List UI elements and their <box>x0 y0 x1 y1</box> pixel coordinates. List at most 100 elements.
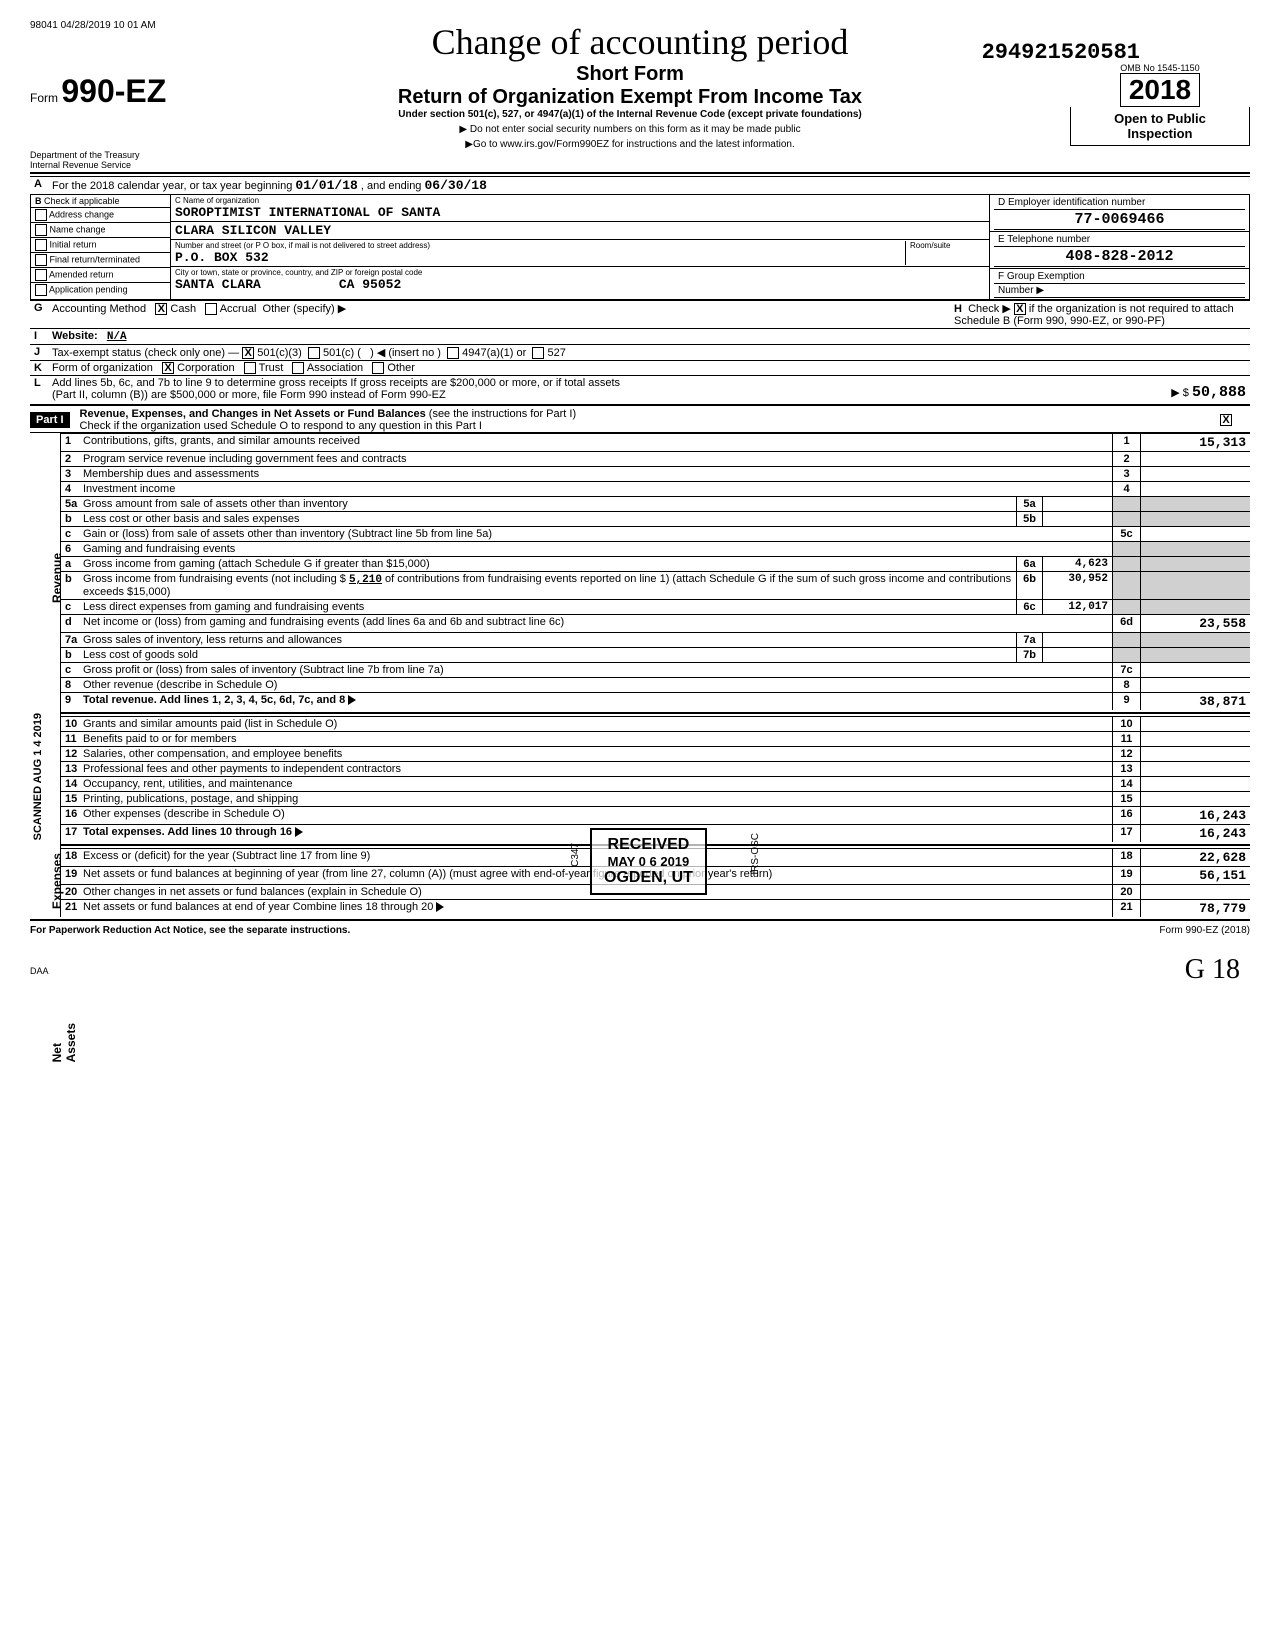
handwritten-number: 294921520581 <box>982 40 1140 65</box>
line-11: 11Benefits paid to or for members11 <box>61 731 1250 746</box>
line-7b: bLess cost of goods sold7b <box>61 647 1250 662</box>
app-pending: Application pending <box>49 284 128 294</box>
checkbox-h[interactable]: X <box>1014 303 1026 315</box>
triangle-icon <box>348 695 356 705</box>
website-value: N/A <box>107 331 127 343</box>
tax-end-date: 06/30/18 <box>425 178 487 193</box>
instr-ssn: ▶ Do not enter social security numbers o… <box>190 124 1070 135</box>
opt-527: 527 <box>547 347 565 359</box>
form-number: 990-EZ <box>61 73 166 109</box>
checkbox-final-return[interactable] <box>35 254 47 266</box>
line-15: 15Printing, publications, postage, and s… <box>61 791 1250 806</box>
checkbox-accrual[interactable] <box>205 303 217 315</box>
other-specify-label: Other (specify) ▶ <box>263 303 347 315</box>
part1-paren: (see the instructions for Part I) <box>429 408 576 420</box>
d-label: D Employer identification number <box>994 196 1245 210</box>
line-20-value <box>1140 885 1250 899</box>
line-6c-text: Less direct expenses from gaming and fun… <box>79 600 1016 614</box>
form-org-label: Form of organization <box>52 362 153 374</box>
line-2: 2Program service revenue including gover… <box>61 451 1250 466</box>
form-label: Form <box>30 91 58 105</box>
name-change: Name change <box>50 224 106 234</box>
line-2-text: Program service revenue including govern… <box>79 452 1112 466</box>
checkbox-assoc[interactable] <box>292 362 304 374</box>
line-12: 12Salaries, other compensation, and empl… <box>61 746 1250 761</box>
org-name-1: SOROPTIMIST INTERNATIONAL OF SANTA <box>175 205 985 220</box>
checkbox-name-change[interactable] <box>35 224 47 236</box>
ein-value: 77-0069466 <box>994 210 1245 230</box>
line-l: L Add lines 5b, 6c, and 7b to line 9 to … <box>30 375 1250 402</box>
line-8-text: Other revenue (describe in Schedule O) <box>79 678 1112 692</box>
state-zip: CA 95052 <box>339 277 401 292</box>
accounting-method-label: Accounting Method <box>52 303 146 315</box>
line-14: 14Occupancy, rent, utilities, and mainte… <box>61 776 1250 791</box>
checkbox-527[interactable] <box>532 347 544 359</box>
line-2-value <box>1140 452 1250 466</box>
tax-begin-date: 01/01/18 <box>295 178 357 193</box>
line-21-value: 78,779 <box>1140 900 1250 917</box>
checkbox-501c3[interactable]: X <box>242 347 254 359</box>
line-1-value: 15,313 <box>1140 434 1250 451</box>
c-label: C Name of organization <box>175 196 985 205</box>
stamp-received: RECEIVED <box>604 836 693 854</box>
line-11-text: Benefits paid to or for members <box>79 732 1112 746</box>
checkbox-schedule-o[interactable]: X <box>1220 414 1232 426</box>
line-5b: bLess cost or other basis and sales expe… <box>61 511 1250 526</box>
line-6d-text: Net income or (loss) from gaming and fun… <box>79 615 1112 632</box>
checkbox-initial-return[interactable] <box>35 239 47 251</box>
line-6c-mid: 12,017 <box>1042 600 1112 614</box>
checkbox-addr-change[interactable] <box>35 209 47 221</box>
e-label: E Telephone number <box>994 233 1245 247</box>
line-13-text: Professional fees and other payments to … <box>79 762 1112 776</box>
line-4-text: Investment income <box>79 482 1112 496</box>
line-10-text: Grants and similar amounts paid (list in… <box>79 717 1112 731</box>
line-6c: cLess direct expenses from gaming and fu… <box>61 599 1250 614</box>
line-5c-text: Gain or (loss) from sale of assets other… <box>79 527 1112 541</box>
city-value: SANTA CLARA <box>175 277 261 292</box>
checkbox-trust[interactable] <box>244 362 256 374</box>
line-6a-mid: 4,623 <box>1042 557 1112 571</box>
footer-daa: DAA <box>30 966 1250 976</box>
opt-501c3: 501(c)(3) <box>257 347 302 359</box>
part1-label: Part I <box>30 412 70 428</box>
line-1-text: Contributions, gifts, grants, and simila… <box>79 434 1112 451</box>
line-13: 13Professional fees and other payments t… <box>61 761 1250 776</box>
checkbox-amended[interactable] <box>35 269 47 281</box>
side-assets: Net Assets <box>50 1023 78 1062</box>
line-3: 3Membership dues and assessments3 <box>61 466 1250 481</box>
line-9: 9Total revenue. Add lines 1, 2, 3, 4, 5c… <box>61 692 1250 710</box>
addr-change: Address change <box>49 209 114 219</box>
line-14-text: Occupancy, rent, utilities, and maintena… <box>79 777 1112 791</box>
line-10: 10Grants and similar amounts paid (list … <box>61 716 1250 731</box>
doc-stamp: 98041 04/28/2019 10 01 AM <box>30 20 156 31</box>
checkbox-corp[interactable]: X <box>162 362 174 374</box>
line-19-value: 56,151 <box>1140 867 1250 884</box>
line-a-text: For the 2018 calendar year, or tax year … <box>52 180 292 192</box>
line-7a-mid <box>1042 633 1112 647</box>
side-scanned: SCANNED AUG 1 4 2019 <box>32 713 44 840</box>
line-4-value <box>1140 482 1250 496</box>
dept-irs: Internal Revenue Service <box>30 160 190 170</box>
line-7a-text: Gross sales of inventory, less returns a… <box>79 633 1016 647</box>
checkbox-4947[interactable] <box>447 347 459 359</box>
line-9-text: Total revenue. Add lines 1, 2, 3, 4, 5c,… <box>83 694 345 706</box>
checkbox-501c[interactable] <box>308 347 320 359</box>
line-12-text: Salaries, other compensation, and employ… <box>79 747 1112 761</box>
checkbox-app-pending[interactable] <box>35 284 47 296</box>
form-page: 98041 04/28/2019 10 01 AM Change of acco… <box>0 0 1280 996</box>
checkbox-cash[interactable]: X <box>155 303 167 315</box>
line-6-text: Gaming and fundraising events <box>79 542 1112 556</box>
line-a-end-text: , and ending <box>361 180 422 192</box>
checkbox-other-org[interactable] <box>372 362 384 374</box>
line-3-text: Membership dues and assessments <box>79 467 1112 481</box>
opt-501c: 501(c) ( <box>323 347 361 359</box>
street-label: Number and street (or P O box, if mail i… <box>175 241 905 250</box>
l-text1: Add lines 5b, 6c, and 7b to line 9 to de… <box>52 377 1106 389</box>
line-16-value: 16,243 <box>1140 807 1250 824</box>
phone-value: 408-828-2012 <box>994 247 1245 267</box>
line-6b: bGross income from fundraising events (n… <box>61 571 1250 599</box>
line-14-value <box>1140 777 1250 791</box>
line-6a-text: Gross income from gaming (attach Schedul… <box>79 557 1016 571</box>
amended-return: Amended return <box>49 269 114 279</box>
line-7b-mid <box>1042 648 1112 662</box>
